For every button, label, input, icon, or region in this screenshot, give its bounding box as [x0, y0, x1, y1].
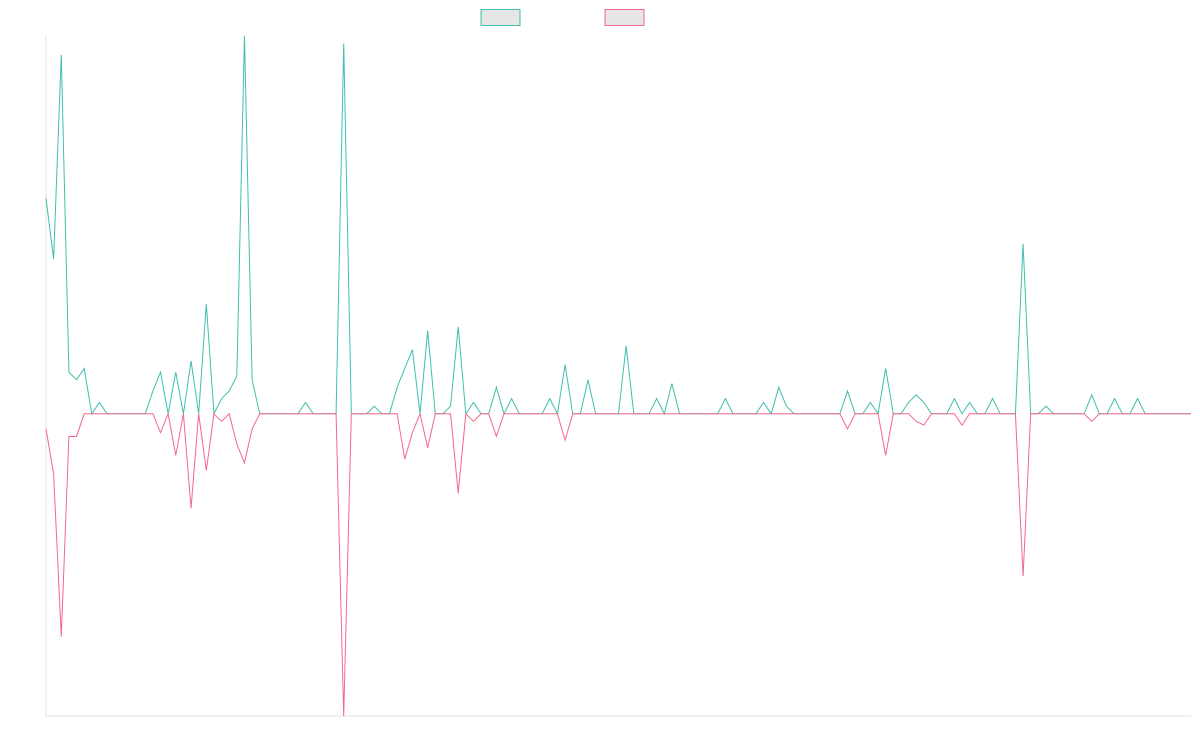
line-series [45, 411, 1191, 717]
line-series [45, 35, 1191, 416]
legend-swatch [604, 9, 645, 26]
legend-swatch [480, 9, 521, 26]
